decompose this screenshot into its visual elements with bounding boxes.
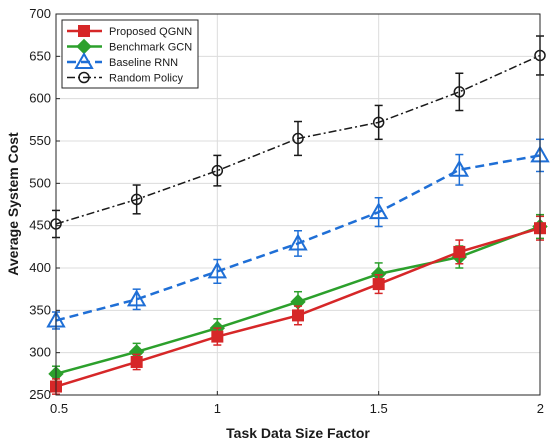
series-layer bbox=[46, 35, 550, 395]
legend: Proposed QGNN Benchmark GCN Baseline RNN Ra… bbox=[61, 19, 199, 89]
legend-marker bbox=[78, 25, 90, 37]
y-tick-label: 700 bbox=[29, 6, 51, 21]
x-axis-label: Task Data Size Factor bbox=[226, 425, 370, 441]
x-tick-label: 0.5 bbox=[50, 401, 68, 416]
data-point bbox=[211, 330, 224, 343]
x-tick-label: 1.5 bbox=[370, 401, 388, 416]
legend-label: Proposed QGNN bbox=[109, 26, 192, 38]
data-point bbox=[453, 86, 466, 98]
y-tick-label: 250 bbox=[29, 387, 51, 402]
y-axis-label: Average System Cost bbox=[5, 132, 21, 276]
data-point bbox=[368, 202, 389, 220]
legend-label: Baseline RNN bbox=[109, 57, 178, 69]
y-tick-label: 300 bbox=[29, 345, 51, 360]
data-point bbox=[130, 193, 143, 206]
legend-label: Random Policy bbox=[109, 73, 183, 85]
y-tick-label: 550 bbox=[29, 133, 51, 148]
data-point bbox=[292, 309, 304, 322]
y-tick-label: 600 bbox=[29, 91, 51, 106]
data-point bbox=[372, 116, 385, 129]
data-point bbox=[453, 245, 466, 258]
y-tick-label: 400 bbox=[29, 260, 51, 275]
legend-item: Random Policy bbox=[67, 71, 183, 85]
legend-item: Proposed QGNN bbox=[67, 25, 192, 38]
data-point bbox=[211, 164, 224, 177]
data-point bbox=[130, 355, 143, 368]
legend-item: Baseline RNN bbox=[67, 51, 178, 69]
x-tick-label: 1 bbox=[214, 401, 221, 416]
legend-label: Benchmark GCN bbox=[109, 42, 192, 54]
legend-marker bbox=[78, 71, 90, 84]
plot-frame bbox=[55, 13, 541, 396]
legend-item: Benchmark GCN bbox=[67, 38, 192, 55]
tick-labels: 250 300 350 400 450 500 550 600 650 700 0.5 1 1.5 2 bbox=[29, 6, 544, 416]
y-tick-label: 500 bbox=[29, 175, 51, 190]
data-point bbox=[372, 278, 385, 291]
y-tick-label: 350 bbox=[29, 302, 51, 317]
data-point bbox=[449, 159, 470, 177]
y-tick-label: 650 bbox=[29, 48, 51, 63]
legend-marker bbox=[74, 51, 94, 69]
y-tick-label: 450 bbox=[29, 218, 51, 233]
x-tick-label: 2 bbox=[537, 401, 544, 416]
data-point bbox=[292, 132, 304, 145]
data-point bbox=[126, 289, 147, 307]
data-point bbox=[288, 233, 308, 251]
data-point bbox=[207, 261, 228, 279]
